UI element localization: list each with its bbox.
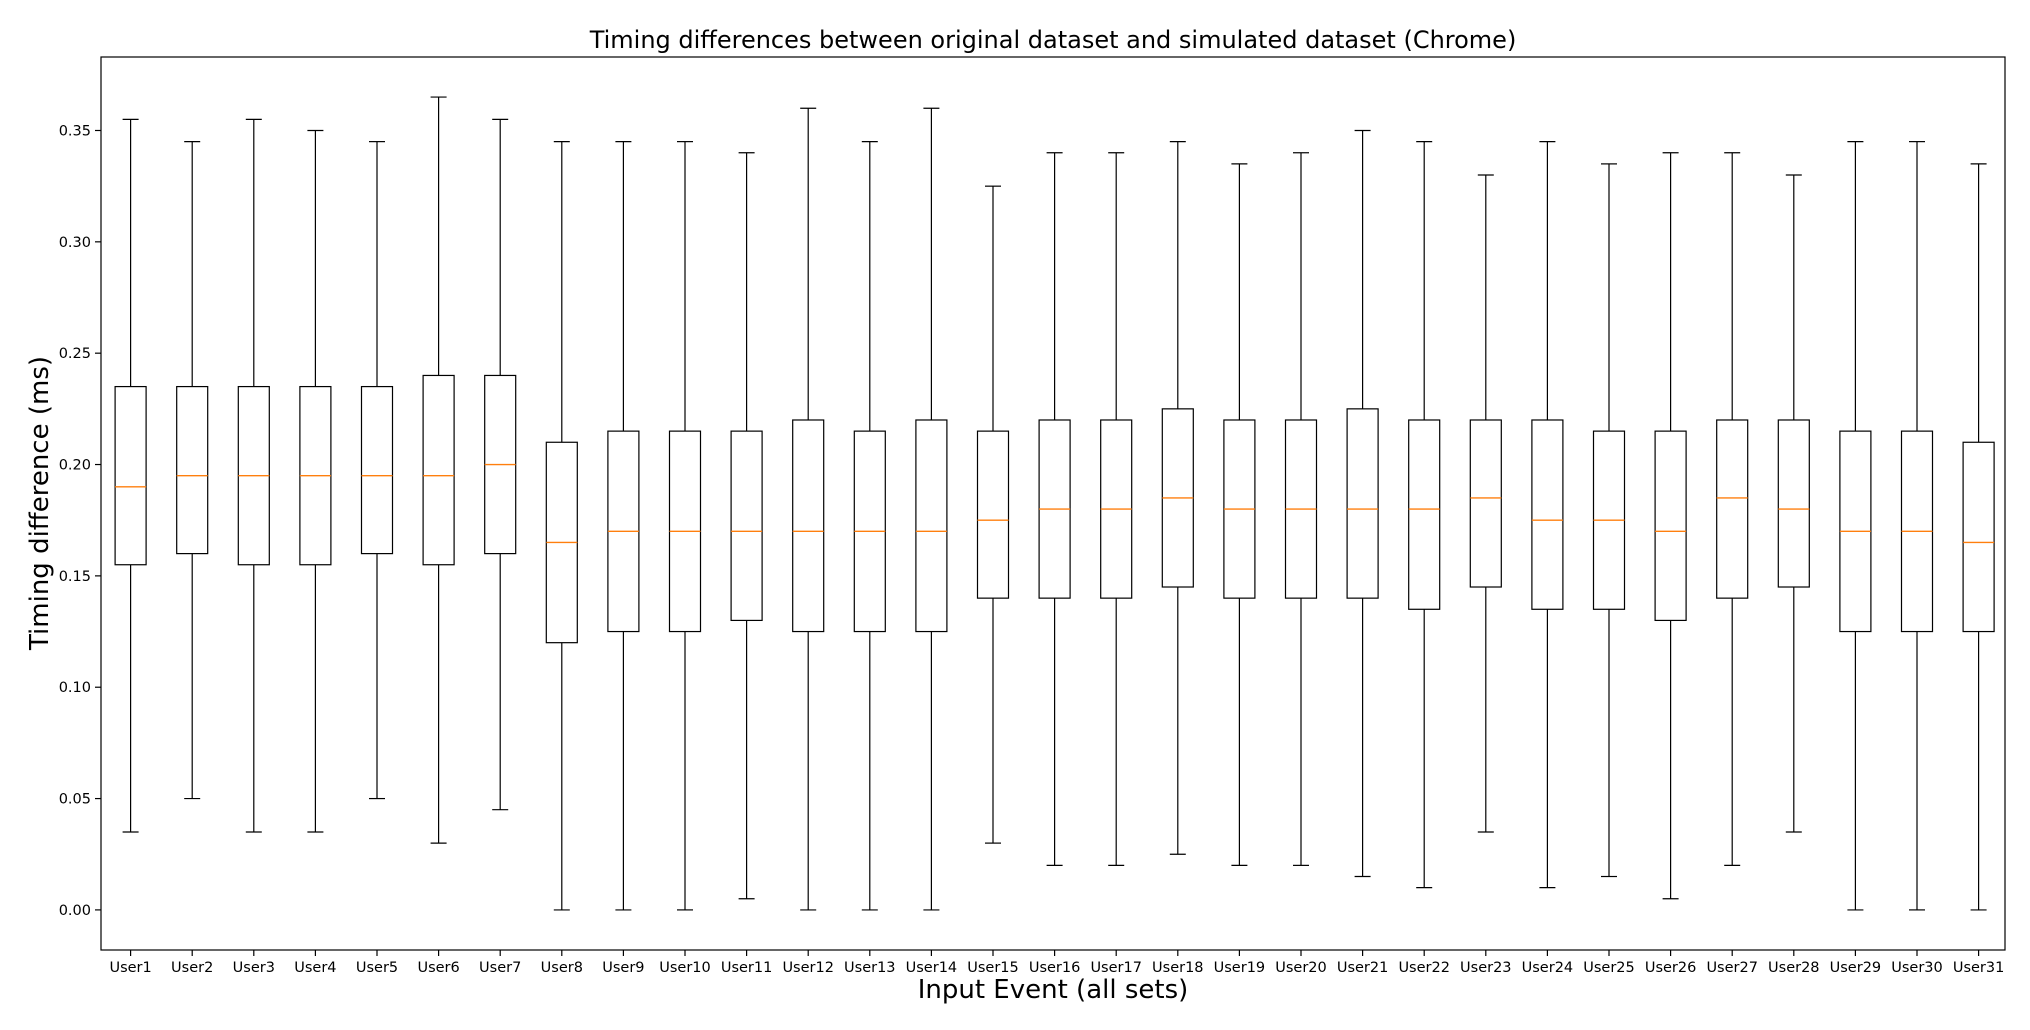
iqr-box	[915, 419, 948, 633]
x-tick-label: User17	[1090, 960, 1142, 976]
x-tick-label: User9	[602, 960, 644, 976]
box-user10	[668, 141, 702, 911]
iqr-box	[792, 419, 825, 633]
x-tick-label: User8	[541, 960, 583, 976]
box-user6	[422, 96, 455, 844]
iqr-box	[1346, 408, 1379, 599]
box-user15	[976, 185, 1010, 844]
box-user18	[1161, 141, 1194, 855]
x-axis-label: Input Event (all sets)	[918, 975, 1189, 1005]
box-user12	[792, 107, 825, 911]
x-tick-label: User25	[1583, 960, 1635, 976]
x-tick-label: User7	[479, 960, 521, 976]
iqr-box	[1654, 430, 1687, 622]
x-tick-label: User21	[1337, 960, 1389, 976]
iqr-box	[1469, 419, 1502, 588]
x-tick-label: User19	[1214, 960, 1266, 976]
box-user29	[1839, 141, 1872, 911]
iqr-box	[360, 385, 394, 555]
iqr-box	[422, 374, 455, 566]
box-user14	[915, 107, 948, 911]
box-user19	[1223, 163, 1256, 866]
iqr-box	[114, 385, 147, 566]
box-user21	[1346, 129, 1379, 878]
y-axis: 0.00 0.05 0.10 0.15 0.20 0.25 0.30 0.35	[59, 123, 101, 919]
x-tick-label: User31	[1953, 960, 2005, 976]
y-tick-label: 0.35	[59, 123, 91, 139]
plot-frame	[100, 56, 2006, 951]
chart-title: Timing differences between original data…	[589, 26, 1517, 54]
box-user9	[607, 141, 640, 911]
iqr-box	[1408, 419, 1441, 610]
y-tick-label: 0.25	[59, 346, 91, 362]
box-user5	[360, 141, 394, 800]
y-tick-label: 0.05	[59, 792, 91, 808]
x-tick-label: User16	[1029, 960, 1081, 976]
x-tick-label: User24	[1522, 960, 1574, 976]
box-user8	[545, 141, 578, 911]
x-tick-label: User4	[294, 960, 336, 976]
x-tick-label: User26	[1645, 960, 1697, 976]
y-axis-label: Timing difference (ms)	[25, 356, 55, 651]
x-tick-label: User5	[356, 960, 398, 976]
x-tick-label: User28	[1768, 960, 1820, 976]
x-tick-label: User20	[1275, 960, 1327, 976]
iqr-box	[1777, 419, 1810, 588]
y-tick-label: 0.20	[59, 458, 91, 474]
box-user28	[1777, 174, 1810, 833]
x-tick-label: User11	[721, 960, 773, 976]
x-tick-label: User27	[1706, 960, 1758, 976]
x-tick-label: User18	[1152, 960, 1204, 976]
box-user16	[1038, 152, 1071, 866]
box-user4	[299, 129, 332, 833]
iqr-box	[1716, 419, 1749, 599]
x-tick-label: User23	[1460, 960, 1512, 976]
box-user1	[114, 118, 147, 833]
box-user27	[1716, 152, 1749, 866]
plot-area	[114, 96, 1995, 911]
y-tick-label: 0.30	[59, 235, 91, 251]
box-user13	[853, 141, 886, 911]
x-tick-label: User15	[967, 960, 1019, 976]
x-tick-label: User14	[906, 960, 958, 976]
iqr-box	[976, 430, 1010, 599]
x-tick-label: User3	[233, 960, 275, 976]
x-tick-label: User13	[844, 960, 896, 976]
y-tick-label: 0.15	[59, 569, 91, 585]
x-tick-label: User22	[1398, 960, 1450, 976]
x-tick-label: User12	[782, 960, 834, 976]
x-tick-label: User1	[109, 960, 151, 976]
box-user31	[1962, 163, 1995, 911]
iqr-box	[730, 430, 763, 622]
box-user24	[1531, 141, 1564, 889]
x-tick-label: User30	[1891, 960, 1943, 976]
x-axis: User1 User2 User3 User4 User5 User6 User7 User8…	[109, 950, 2004, 976]
iqr-box	[1531, 419, 1564, 610]
box-user2	[176, 141, 209, 800]
box-user3	[237, 118, 270, 833]
iqr-box	[176, 385, 209, 555]
x-tick-label: User2	[171, 960, 213, 976]
x-tick-label: User6	[417, 960, 459, 976]
box-user25	[1592, 163, 1626, 878]
box-user26	[1654, 152, 1687, 900]
iqr-box	[1962, 441, 1995, 633]
box-user30	[1900, 141, 1934, 911]
y-tick-label: 0.00	[59, 903, 91, 919]
box-user20	[1284, 152, 1318, 866]
x-tick-label: User10	[659, 960, 711, 976]
box-user22	[1408, 141, 1441, 889]
x-tick-label: User29	[1830, 960, 1882, 976]
box-user7	[484, 118, 517, 811]
box-user23	[1469, 174, 1502, 833]
y-tick-label: 0.10	[59, 680, 91, 696]
box-user17	[1100, 152, 1133, 866]
box-user11	[730, 152, 763, 900]
